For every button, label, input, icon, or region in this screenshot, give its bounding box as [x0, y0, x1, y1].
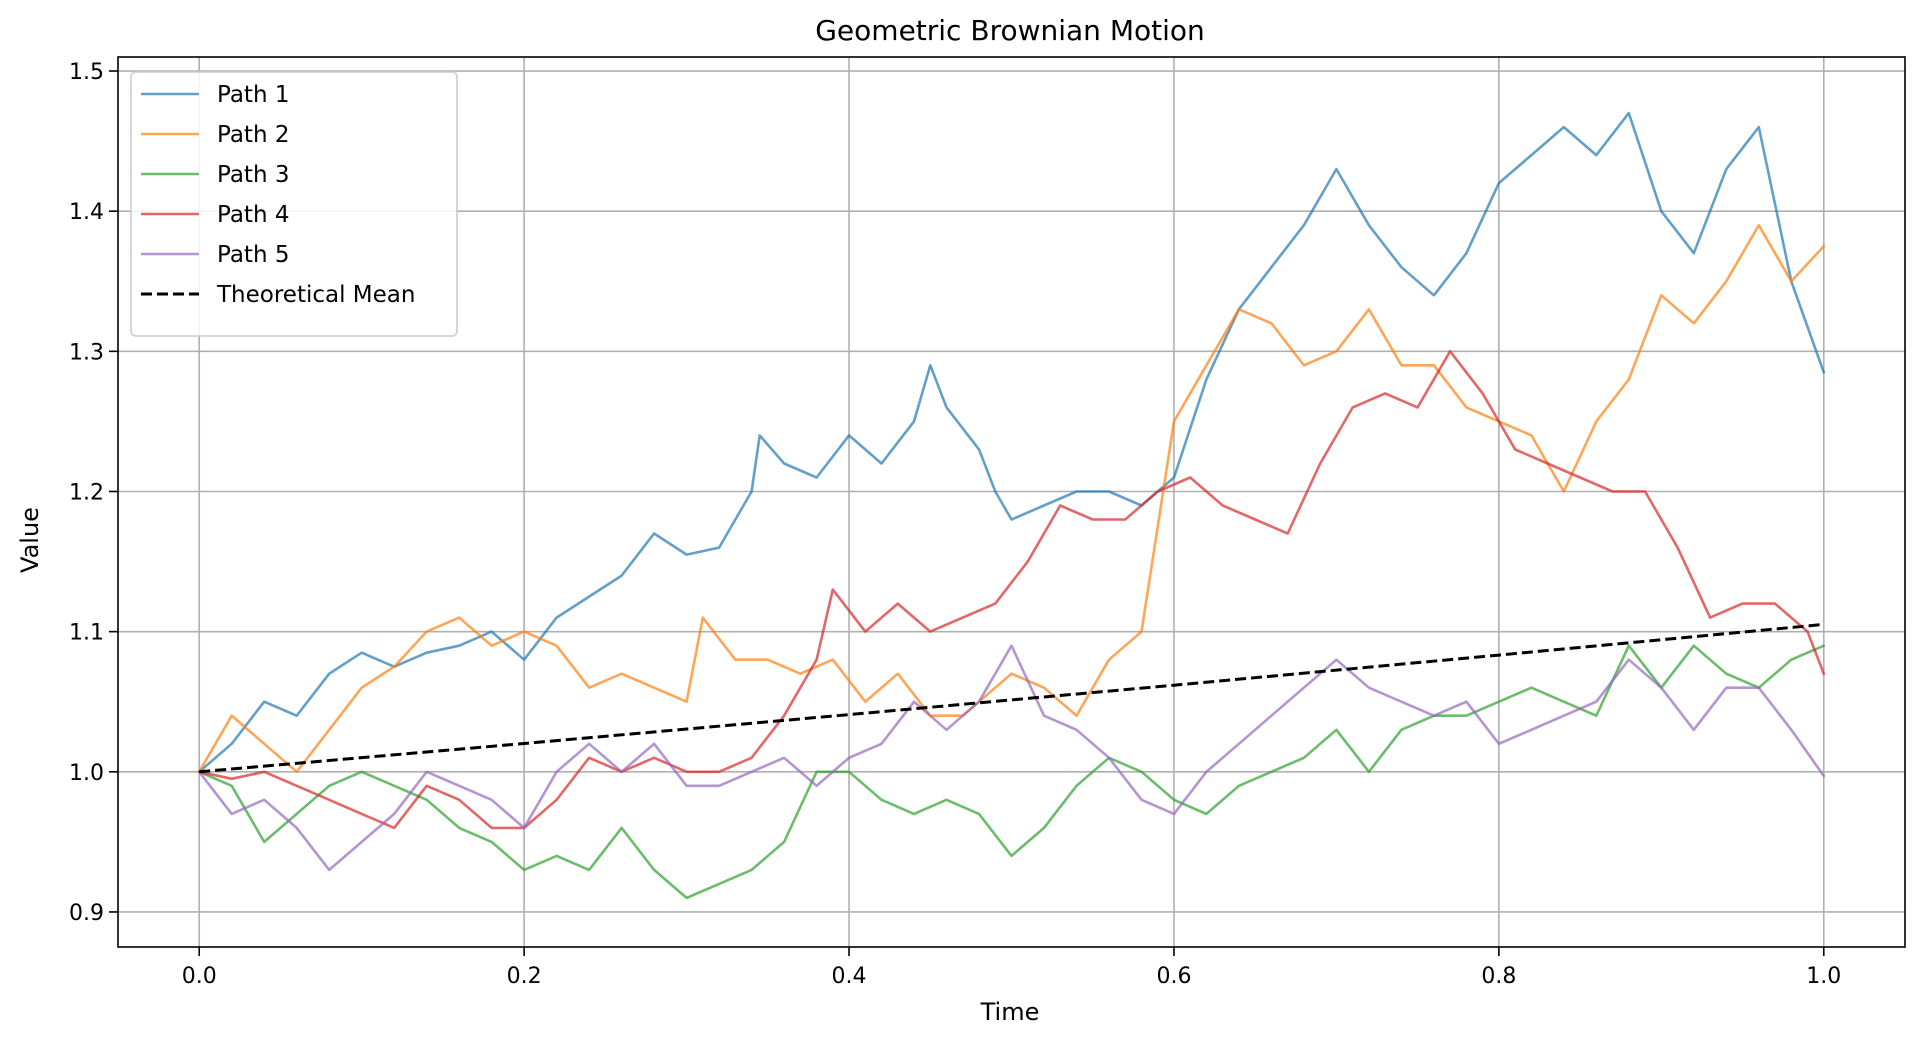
y-tick-label: 1.2 — [69, 480, 104, 505]
x-tick-label: 0.2 — [507, 964, 542, 989]
series-line-path-1 — [197, 111, 1826, 774]
series-line-path-2 — [197, 223, 1826, 774]
legend: Path 1 Path 2 Path 3 Path 4 Path 5 Theoretica… — [130, 71, 458, 337]
series-line-path-4 — [197, 350, 1826, 830]
x-axis-label: Time — [980, 998, 1040, 1026]
plot-area-frame — [117, 56, 1906, 948]
legend-label: Path 2 — [217, 122, 289, 148]
y-axis-label: Value — [16, 507, 44, 573]
x-tick-label: 0.8 — [1481, 964, 1516, 989]
x-tick-label: 0.6 — [1156, 964, 1191, 989]
series-lines — [197, 111, 1826, 900]
x-tick-label: 0.0 — [182, 964, 217, 989]
y-tick-label: 1.0 — [69, 761, 104, 786]
series-line-path-3 — [197, 644, 1826, 900]
y-tick-label: 1.4 — [69, 200, 104, 225]
legend-label: Path 3 — [217, 162, 289, 188]
y-tick-label: 0.9 — [69, 901, 104, 926]
series-line-path-5 — [197, 644, 1826, 872]
chart-title: Geometric Brownian Motion — [815, 14, 1205, 47]
legend-label: Path 4 — [217, 202, 289, 228]
x-tick-label: 0.4 — [832, 964, 867, 989]
legend-label: Theoretical Mean — [216, 282, 415, 308]
x-tick-label: 1.0 — [1806, 964, 1841, 989]
y-tick-label: 1.5 — [69, 60, 104, 85]
legend-label: Path 5 — [217, 242, 289, 268]
axis-ticks: 0.0 0.2 0.4 0.6 0.8 1.0 0.9 1.0 1.1 1.2 1.3 1.4 1.5 — [69, 60, 1841, 989]
legend-label: Path 1 — [217, 82, 289, 108]
y-tick-label: 1.3 — [69, 340, 104, 365]
grid-lines — [118, 57, 1905, 947]
y-tick-label: 1.1 — [69, 621, 104, 646]
legend-box — [130, 71, 458, 337]
